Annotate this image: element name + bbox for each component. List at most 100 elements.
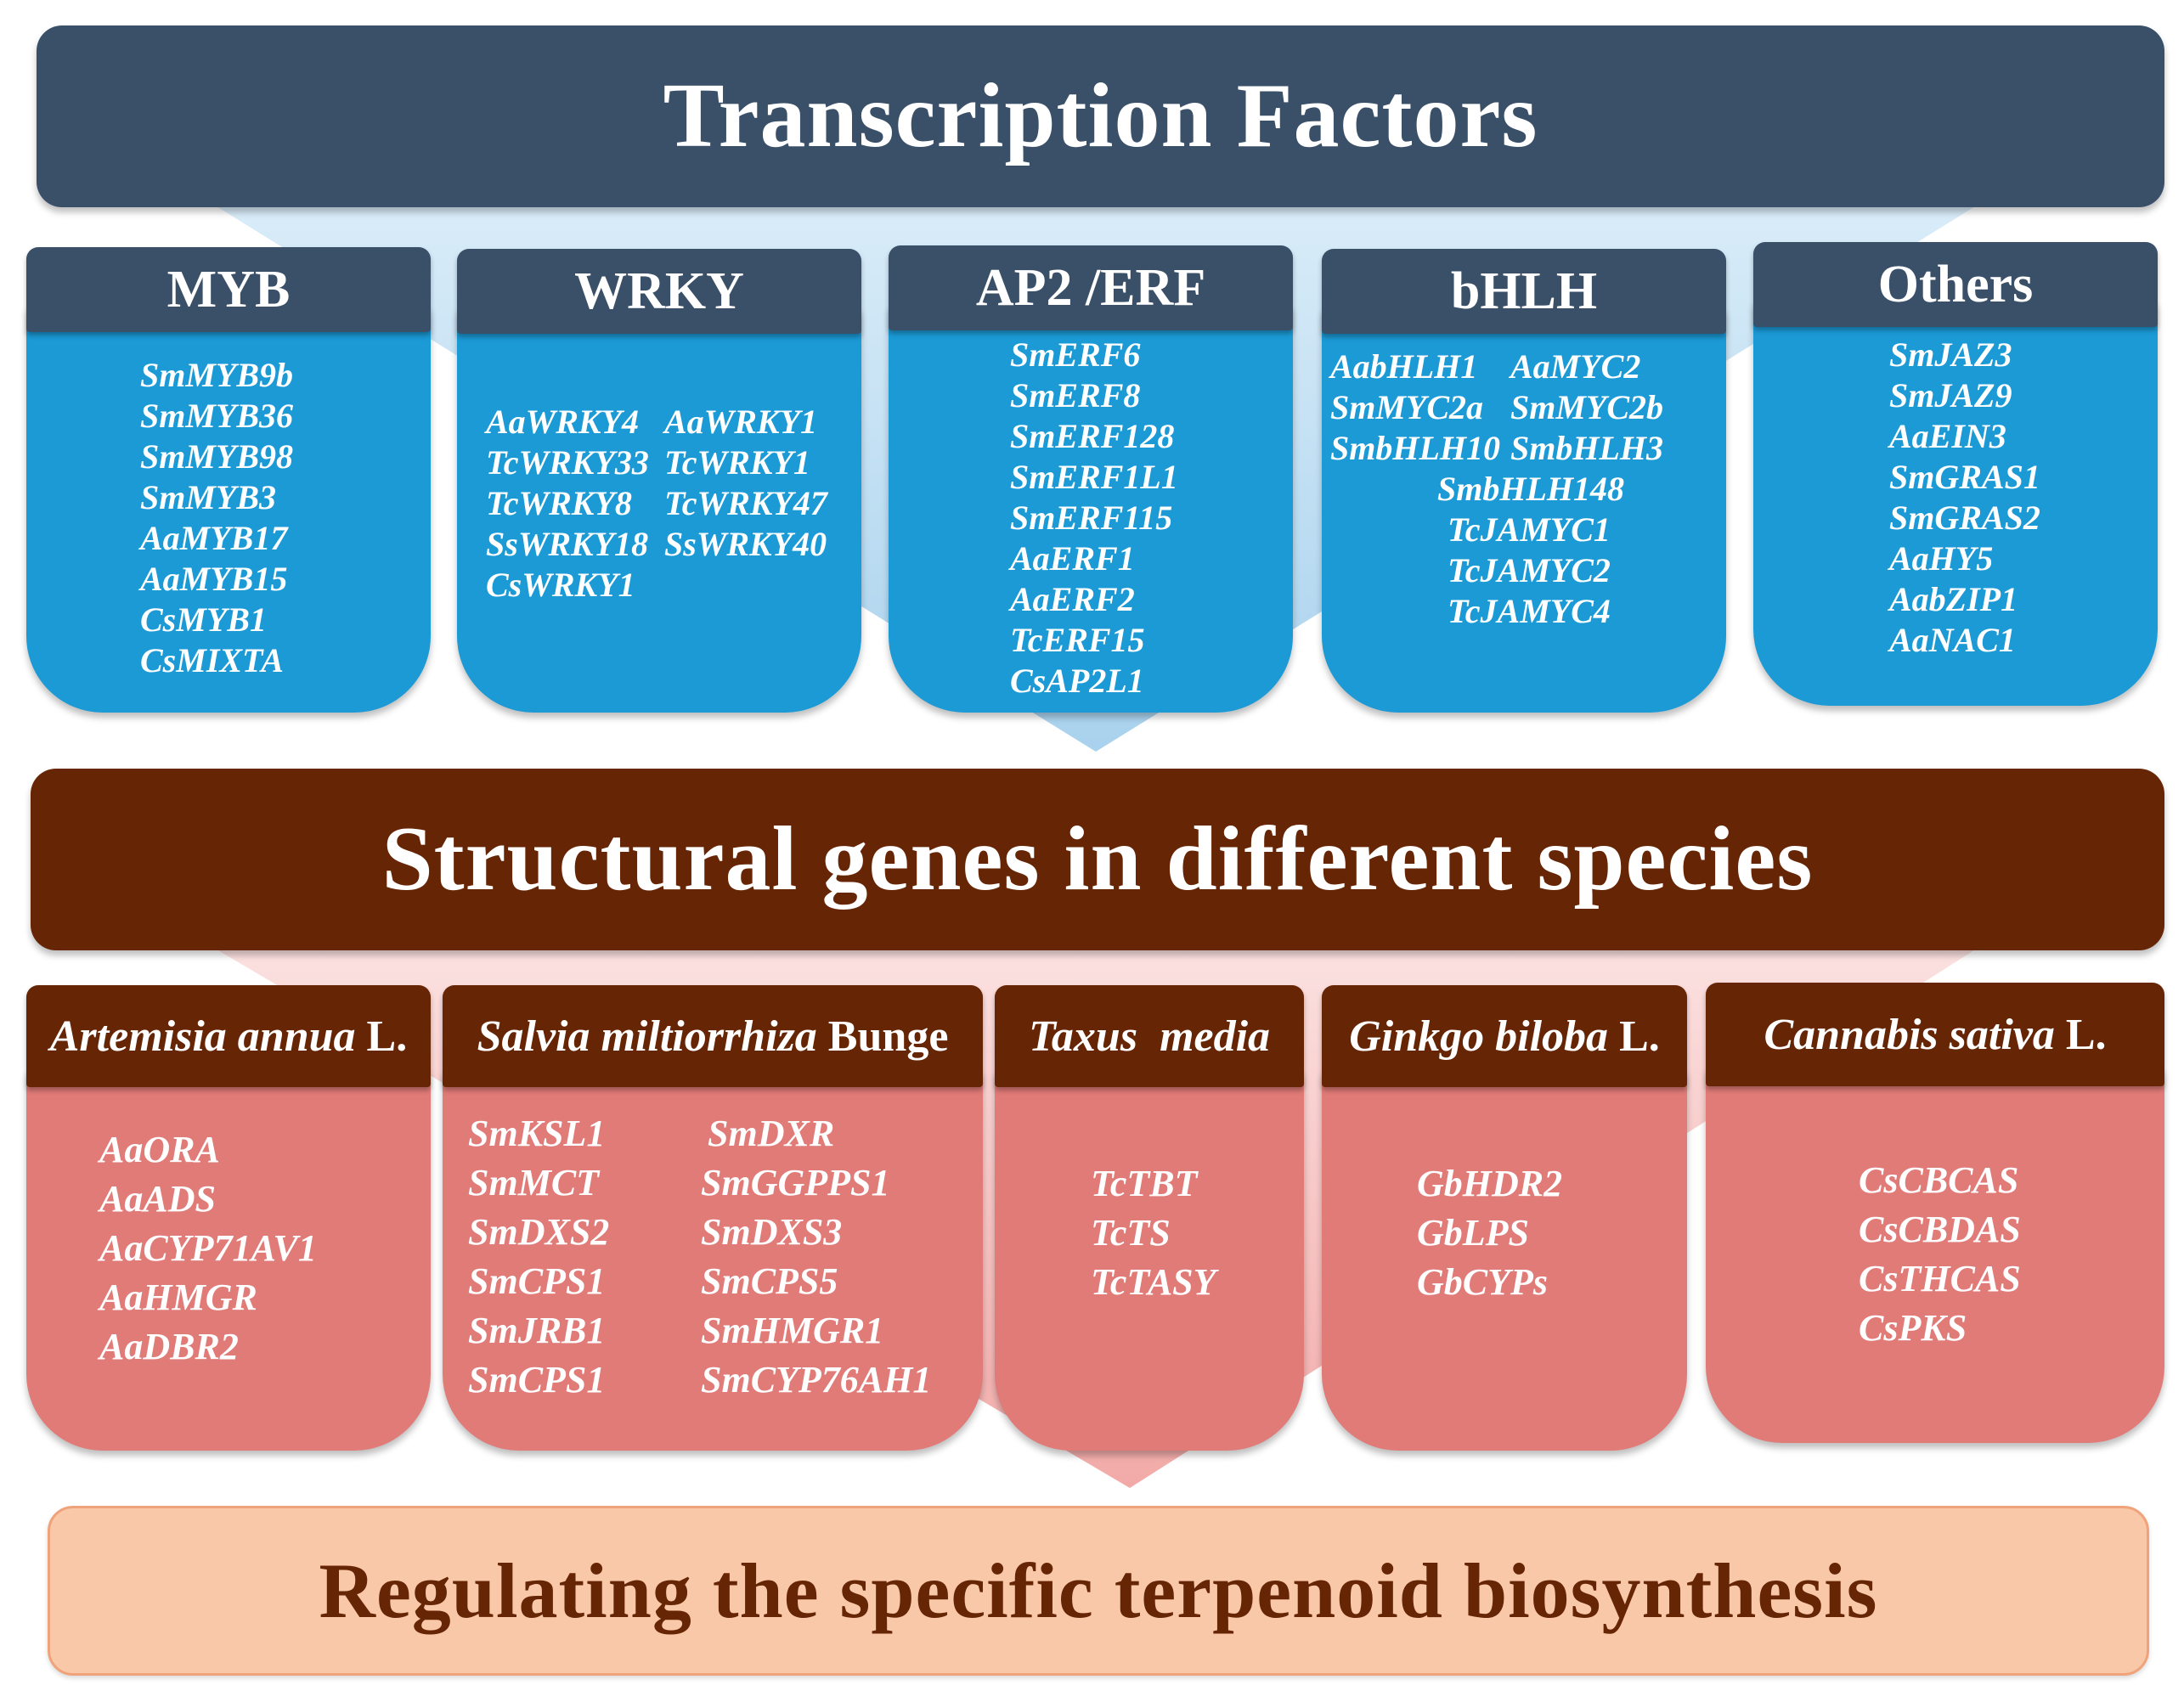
gene-label: TcWRKY8 bbox=[486, 484, 632, 522]
tf-card-title: Others bbox=[1753, 242, 2158, 327]
gene-label: AaNAC1 bbox=[1889, 621, 2016, 659]
species-name: Salvia miltiorrhiza bbox=[477, 1012, 817, 1061]
gene-label: SmCPS5 bbox=[701, 1260, 838, 1302]
gene-label: SmERF8 bbox=[1010, 376, 1141, 414]
tf-card-title: WRKY bbox=[457, 249, 861, 334]
tf-card-title: MYB bbox=[26, 247, 431, 332]
species-card-salvia: Salvia miltiorrhiza Bunge SmKSL1 SmMCT S… bbox=[443, 985, 983, 1451]
gene-label: AaMYC2 bbox=[1510, 347, 1641, 386]
gene-label: CsWRKY1 bbox=[486, 566, 635, 604]
tf-card-wrky: WRKY AaWRKY4 TcWRKY33 TcWRKY8 SsWRKY18 C… bbox=[457, 249, 861, 713]
species-authority: Bunge bbox=[827, 1012, 949, 1061]
species-card-title: Cannabis sativa L. bbox=[1706, 983, 2164, 1086]
species-card-title: Taxus media bbox=[995, 985, 1304, 1087]
species-card-artemisia: Artemisia annua L. AaORA AaADS AaCYP71AV… bbox=[26, 985, 431, 1451]
gene-label: SmGRAS1 bbox=[1889, 458, 2040, 496]
gene-label: TcERF15 bbox=[1010, 621, 1145, 659]
gene-label: AaERF2 bbox=[1010, 580, 1135, 618]
species-card-cannabis: Cannabis sativa L. CsCBCAS CsCBDAS CsTHC… bbox=[1706, 983, 2164, 1443]
gene-label: SmMYB3 bbox=[140, 478, 277, 516]
gene-label: SmMCT bbox=[468, 1162, 600, 1203]
gene-label: SmHMGR1 bbox=[701, 1310, 884, 1351]
tf-card-title: bHLH bbox=[1322, 249, 1726, 334]
tf-card-ap2-erf: AP2 /ERF SmERF6 SmERF8 SmERF128 SmERF1L1… bbox=[889, 245, 1293, 713]
gene-label: AaWRKY1 bbox=[664, 403, 818, 441]
regulating-banner: Regulating the specific terpenoid biosyn… bbox=[48, 1506, 2149, 1676]
gene-label: SmDXS2 bbox=[468, 1211, 610, 1253]
gene-label: CsMYB1 bbox=[140, 600, 267, 639]
gene-label: AaORA bbox=[99, 1129, 220, 1170]
transcription-factors-banner: Transcription Factors bbox=[37, 25, 2164, 207]
species-authority: L. bbox=[1619, 1012, 1660, 1061]
gene-label: GbHDR2 bbox=[1417, 1163, 1563, 1204]
tf-card-myb: MYB SmMYB9b SmMYB36 SmMYB98 SmMYB3 AaMYB… bbox=[26, 247, 431, 713]
gene-label: CsTHCAS bbox=[1859, 1258, 2021, 1299]
gene-label: SmCYP76AH1 bbox=[701, 1359, 932, 1400]
gene-label: TcWRKY33 bbox=[486, 443, 649, 482]
species-authority: L. bbox=[366, 1012, 408, 1061]
gene-label: SmJRB1 bbox=[468, 1310, 606, 1351]
gene-label: SmDXS3 bbox=[701, 1211, 843, 1253]
tf-card-others: Others SmJAZ3 SmJAZ9 AaEIN3 SmGRAS1 SmGR… bbox=[1753, 242, 2158, 706]
species-card-title: Salvia miltiorrhiza Bunge bbox=[443, 985, 983, 1087]
species-name: Cannabis sativa bbox=[1764, 1010, 2055, 1059]
gene-label: TcJAMYC4 bbox=[1448, 592, 1611, 630]
gene-label: SmGRAS2 bbox=[1889, 499, 2040, 537]
gene-label: SmCPS1 bbox=[468, 1359, 606, 1400]
gene-label: TcTS bbox=[1091, 1212, 1171, 1254]
gene-label: SmbHLH10 bbox=[1330, 429, 1501, 467]
gene-label: AaERF1 bbox=[1010, 539, 1135, 578]
gene-label: SmERF128 bbox=[1010, 417, 1175, 455]
gene-label: SmCPS1 bbox=[468, 1260, 606, 1302]
species-card-taxus: Taxus media TcTBT TcTS TcTASY bbox=[995, 985, 1304, 1451]
species-card-ginkgo: Ginkgo biloba L. GbHDR2 GbLPS GbCYPs bbox=[1322, 985, 1687, 1451]
species-name: Taxus media bbox=[1028, 1012, 1271, 1061]
gene-label: GbCYPs bbox=[1417, 1261, 1548, 1303]
gene-label: CsMIXTA bbox=[140, 641, 284, 679]
gene-label: AabHLH1 bbox=[1330, 347, 1478, 386]
gene-label: CsPKS bbox=[1859, 1307, 1967, 1349]
gene-label: TcTBT bbox=[1091, 1163, 1198, 1204]
structural-genes-banner: Structural genes in different species bbox=[31, 769, 2164, 950]
gene-label: AaDBR2 bbox=[99, 1326, 239, 1367]
structural-genes-title: Structural genes in different species bbox=[381, 809, 1814, 910]
gene-label: AaHMGR bbox=[99, 1276, 257, 1318]
gene-label: SmERF1L1 bbox=[1010, 458, 1178, 496]
gene-label: TcJAMYC1 bbox=[1448, 510, 1611, 549]
gene-label: SmbHLH3 bbox=[1510, 429, 1664, 467]
gene-label: SmKSL1 bbox=[468, 1113, 606, 1154]
tf-card-title: AP2 /ERF bbox=[889, 245, 1293, 330]
regulating-title: Regulating the specific terpenoid biosyn… bbox=[319, 1547, 1878, 1634]
gene-label: SmMYB98 bbox=[140, 437, 294, 476]
species-authority: L. bbox=[2065, 1010, 2107, 1059]
gene-label: SmJAZ9 bbox=[1889, 376, 2012, 414]
gene-label: AaMYB17 bbox=[140, 519, 288, 557]
gene-label: AaMYB15 bbox=[140, 560, 288, 598]
gene-label: SmMYB36 bbox=[140, 397, 294, 435]
gene-label: SmbHLH148 bbox=[1437, 470, 1625, 508]
transcription-factors-title: Transcription Factors bbox=[663, 65, 1538, 166]
gene-label: AabZIP1 bbox=[1889, 580, 2018, 618]
gene-label: AaHY5 bbox=[1889, 539, 1994, 578]
gene-label: AaCYP71AV1 bbox=[99, 1227, 317, 1269]
gene-label: GbLPS bbox=[1417, 1212, 1529, 1254]
species-name: Artemisia annua bbox=[49, 1012, 356, 1061]
gene-label: AaEIN3 bbox=[1889, 417, 2006, 455]
gene-label: TcJAMYC2 bbox=[1448, 551, 1611, 589]
species-card-title: Artemisia annua L. bbox=[26, 985, 431, 1087]
gene-label: SsWRKY40 bbox=[664, 525, 827, 563]
gene-label: SmMYB9b bbox=[140, 356, 294, 394]
gene-label: TcWRKY47 bbox=[664, 484, 827, 522]
gene-label: CsCBDAS bbox=[1859, 1209, 2021, 1250]
species-name: Ginkgo biloba bbox=[1349, 1012, 1609, 1061]
gene-label: AaADS bbox=[99, 1178, 216, 1220]
gene-label: SsWRKY18 bbox=[486, 525, 649, 563]
gene-label: SmGGPPS1 bbox=[701, 1162, 890, 1203]
gene-label: CsAP2L1 bbox=[1010, 662, 1144, 700]
species-card-title: Ginkgo biloba L. bbox=[1322, 985, 1687, 1087]
gene-label: SmDXR bbox=[708, 1113, 835, 1154]
gene-label: CsCBCAS bbox=[1859, 1159, 2019, 1201]
gene-label: AaWRKY4 bbox=[486, 403, 640, 441]
gene-label: SmERF6 bbox=[1010, 335, 1141, 374]
gene-label: SmERF115 bbox=[1010, 499, 1173, 537]
